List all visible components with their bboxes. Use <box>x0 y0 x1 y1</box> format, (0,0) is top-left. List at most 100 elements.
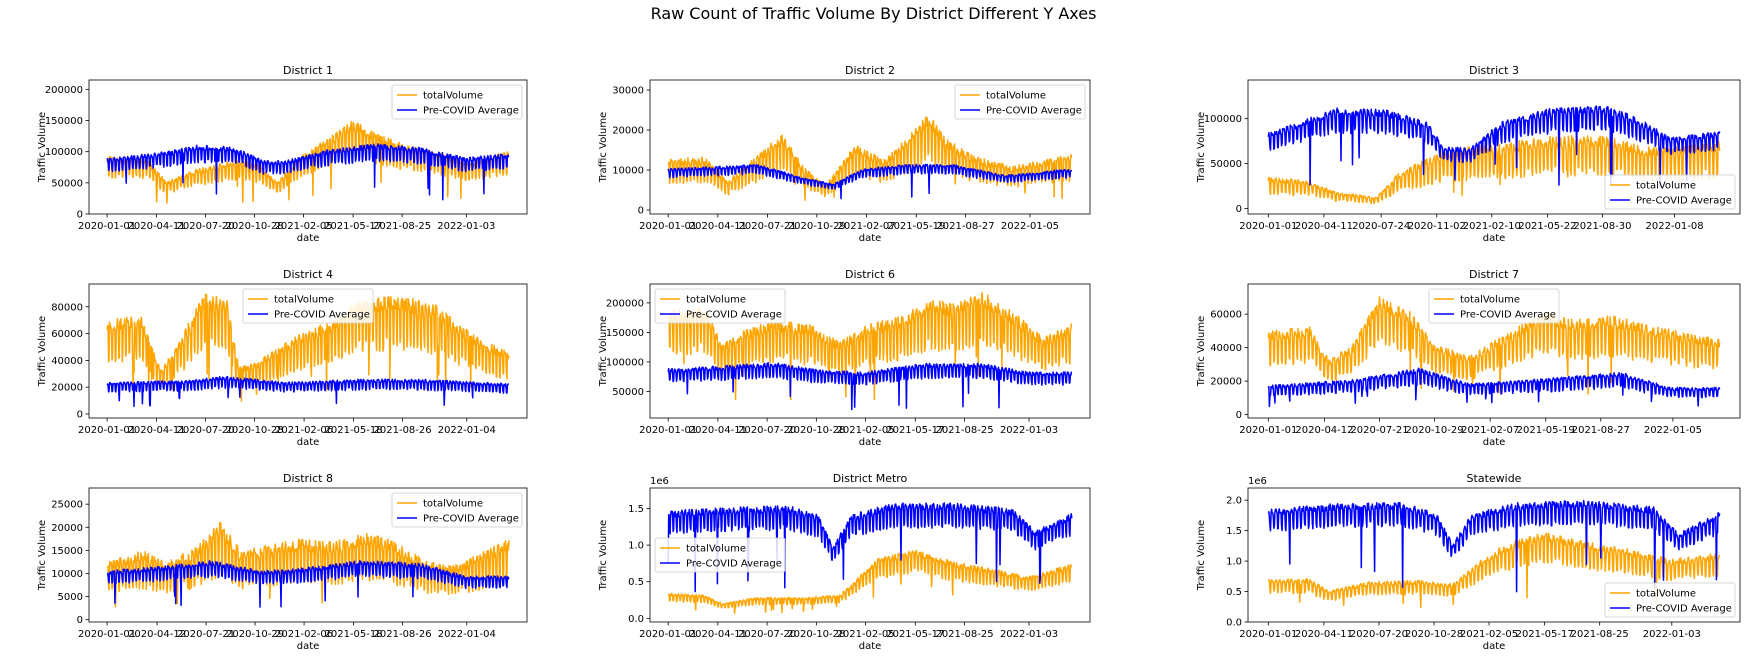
legend-label-precovid: Pre-COVID Average <box>423 106 519 117</box>
x-tick-label: 2020-01-01 <box>1239 629 1297 640</box>
x-tick-label: 2021-05-17 <box>886 629 944 640</box>
y-scale-offset-label: 1e6 <box>650 476 669 487</box>
figure-title: Raw Count of Traffic Volume By District … <box>650 4 1097 23</box>
x-tick-label: 2020-11-02 <box>1408 221 1466 232</box>
axes-frame <box>1247 283 1741 419</box>
legend-label-precovid: Pre-COVID Average <box>1460 310 1556 321</box>
x-tick-label: 2022-01-03 <box>437 221 495 232</box>
x-tick-label: 2020-07-20 <box>738 425 796 436</box>
y-axis-label: Traffic Volume <box>37 112 48 183</box>
series-line-totalvolume <box>1267 296 1721 395</box>
x-tick-label: 2021-02-07 <box>1461 425 1519 436</box>
subplot-1: District 2 2020-01-012020-04-112020-07-21… <box>598 64 1091 244</box>
legend: totalVolume Pre-COVID Average <box>1428 288 1560 324</box>
y-tick-label: 100000 <box>606 357 644 368</box>
legend-label-totalvolume: totalVolume <box>423 91 483 102</box>
axes-frame <box>1247 487 1741 623</box>
x-tick-label: 2020-10-28 <box>787 425 845 436</box>
y-tick-label: 20000 <box>612 126 644 137</box>
legend: totalVolume Pre-COVID Average <box>391 84 523 120</box>
y-tick-label: 10000 <box>612 166 644 177</box>
y-tick-label: 0 <box>1236 410 1242 421</box>
series-line-precovid <box>667 361 1073 411</box>
y-tick-label: 20000 <box>51 383 83 394</box>
subplot-0: District 1 2020-01-012020-04-112020-07-20… <box>37 64 528 244</box>
series-line-totalvolume <box>1267 134 1721 205</box>
x-tick-label: 2021-08-25 <box>935 425 993 436</box>
series-line-precovid <box>1267 499 1721 593</box>
x-tick-label: 2021-02-07 <box>837 221 895 232</box>
y-tick-label: 0 <box>77 409 83 420</box>
subplot-title: District 8 <box>283 472 333 485</box>
x-tick-label: 2021-05-17 <box>1516 629 1574 640</box>
x-tick-label: 2020-01-01 <box>639 425 697 436</box>
x-tick-label: 2022-01-04 <box>438 629 496 640</box>
legend-label-totalvolume: totalVolume <box>1636 181 1696 192</box>
x-tick-label: 2020-10-28 <box>226 221 284 232</box>
y-tick-label: 20000 <box>1210 377 1242 388</box>
y-axis-label: Traffic Volume <box>1196 316 1207 387</box>
x-tick-label: 2020-04-11 <box>128 425 186 436</box>
legend-label-totalvolume: totalVolume <box>1460 295 1520 306</box>
y-axis-label: Traffic Volume <box>598 112 609 183</box>
legend-label-totalvolume: totalVolume <box>423 499 483 510</box>
y-tick-label: 1.0 <box>628 541 644 552</box>
x-tick-label: 2021-08-26 <box>374 425 432 436</box>
x-tick-label: 2021-08-27 <box>936 221 994 232</box>
x-tick-label: 2021-02-06 <box>275 629 333 640</box>
axes-frame <box>1247 79 1741 215</box>
axes-frame <box>88 487 528 623</box>
legend: totalVolume Pre-COVID Average <box>654 288 786 324</box>
y-tick-label: 40000 <box>1210 343 1242 354</box>
legend-label-precovid: Pre-COVID Average <box>986 106 1082 117</box>
legend-label-precovid: Pre-COVID Average <box>1636 604 1732 615</box>
y-tick-label: 0.0 <box>628 614 644 625</box>
legend-box <box>1428 288 1560 324</box>
subplot-title: District 2 <box>845 64 895 77</box>
x-tick-label: 2020-07-24 <box>1352 221 1410 232</box>
legend-box <box>654 537 786 573</box>
y-tick-label: 0 <box>638 206 644 217</box>
x-tick-label: 2022-01-05 <box>1001 221 1059 232</box>
x-tick-label: 2020-04-11 <box>689 425 747 436</box>
x-tick-label: 2020-07-21 <box>1350 425 1408 436</box>
y-tick-label: 0.5 <box>1226 587 1242 598</box>
y-tick-label: 25000 <box>51 500 83 511</box>
legend-box <box>391 84 523 120</box>
legend: totalVolume Pre-COVID Average <box>654 537 786 573</box>
y-tick-label: 150000 <box>45 116 83 127</box>
x-tick-label: 2021-08-25 <box>1571 629 1629 640</box>
x-tick-label: 2020-10-29 <box>1405 425 1463 436</box>
x-tick-label: 2020-04-12 <box>128 629 186 640</box>
legend-box <box>654 288 786 324</box>
x-tick-label: 2020-07-20 <box>738 629 796 640</box>
y-tick-label: 10000 <box>51 569 83 580</box>
y-axis-label: Traffic Volume <box>1196 520 1207 591</box>
legend: totalVolume Pre-COVID Average <box>1604 174 1736 210</box>
y-tick-label: 0.5 <box>628 577 644 588</box>
x-tick-label: 2020-04-11 <box>1295 221 1353 232</box>
y-tick-label: 150000 <box>606 328 644 339</box>
subplot-title: District 4 <box>283 268 333 281</box>
x-tick-label: 2020-07-20 <box>1350 629 1408 640</box>
subplot-title: Statewide <box>1467 472 1522 485</box>
subplot-5: District 7 2020-01-012020-04-122020-07-21… <box>1196 268 1741 448</box>
x-tick-label: 2020-07-20 <box>177 221 235 232</box>
x-axis-label: date <box>1483 233 1506 244</box>
y-axis-label: Traffic Volume <box>598 316 609 387</box>
series-line-totalvolume <box>106 293 510 402</box>
legend-label-precovid: Pre-COVID Average <box>274 310 370 321</box>
axes-frame <box>88 79 528 215</box>
x-tick-label: 2021-05-18 <box>325 425 383 436</box>
y-tick-label: 15000 <box>51 546 83 557</box>
legend: totalVolume Pre-COVID Average <box>242 288 374 324</box>
x-tick-label: 2021-05-17 <box>886 425 944 436</box>
y-scale-offset-label: 1e6 <box>1248 476 1267 487</box>
y-tick-label: 50000 <box>51 178 83 189</box>
series-line-precovid <box>106 559 510 608</box>
x-tick-label: 2021-05-19 <box>887 221 945 232</box>
subplot-4: District 6 2020-01-012020-04-112020-07-20… <box>598 268 1091 448</box>
series-line-precovid <box>1267 367 1721 408</box>
series-line-precovid <box>106 143 510 201</box>
